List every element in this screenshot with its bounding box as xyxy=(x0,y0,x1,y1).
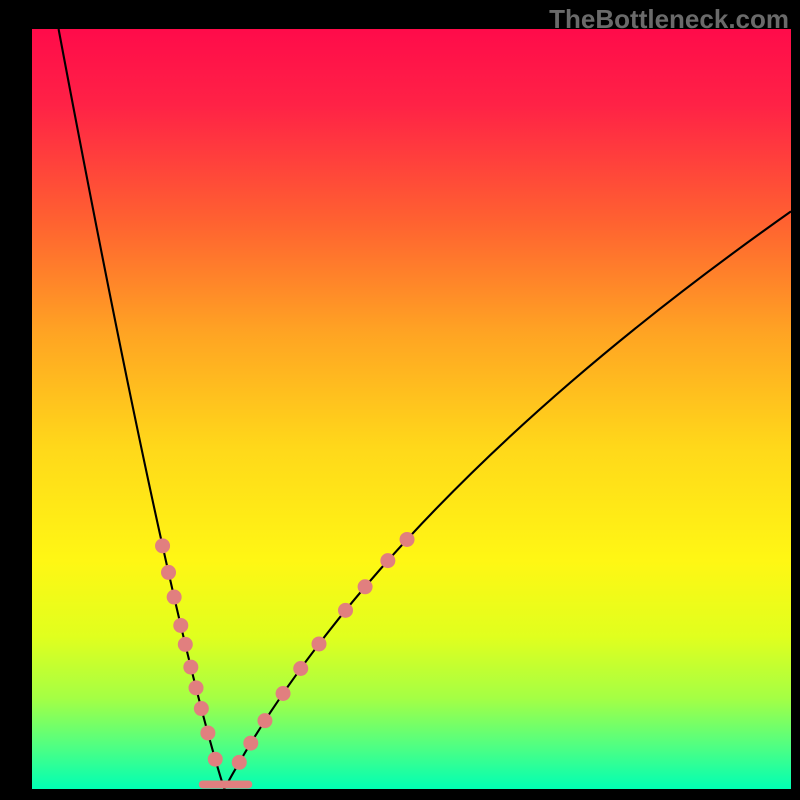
right-curve xyxy=(224,211,791,789)
data-marker xyxy=(358,579,373,594)
data-marker xyxy=(311,636,326,651)
data-marker xyxy=(243,736,258,751)
data-marker xyxy=(400,532,415,547)
data-marker xyxy=(276,686,291,701)
data-marker xyxy=(232,755,247,770)
data-marker xyxy=(293,661,308,676)
plot-area xyxy=(32,29,791,789)
data-marker xyxy=(208,752,223,767)
chart-frame: TheBottleneck.com xyxy=(0,0,800,800)
data-marker xyxy=(189,680,204,695)
data-marker xyxy=(183,660,198,675)
left-curve xyxy=(59,29,225,789)
watermark-text: TheBottleneck.com xyxy=(549,4,789,35)
data-marker xyxy=(338,603,353,618)
data-marker xyxy=(178,637,193,652)
data-marker xyxy=(200,725,215,740)
curve-layer xyxy=(32,29,791,789)
data-marker xyxy=(161,565,176,580)
data-marker xyxy=(380,553,395,568)
data-marker xyxy=(167,590,182,605)
data-marker xyxy=(257,713,272,728)
data-marker xyxy=(155,538,170,553)
data-marker xyxy=(173,618,188,633)
data-marker xyxy=(194,701,209,716)
